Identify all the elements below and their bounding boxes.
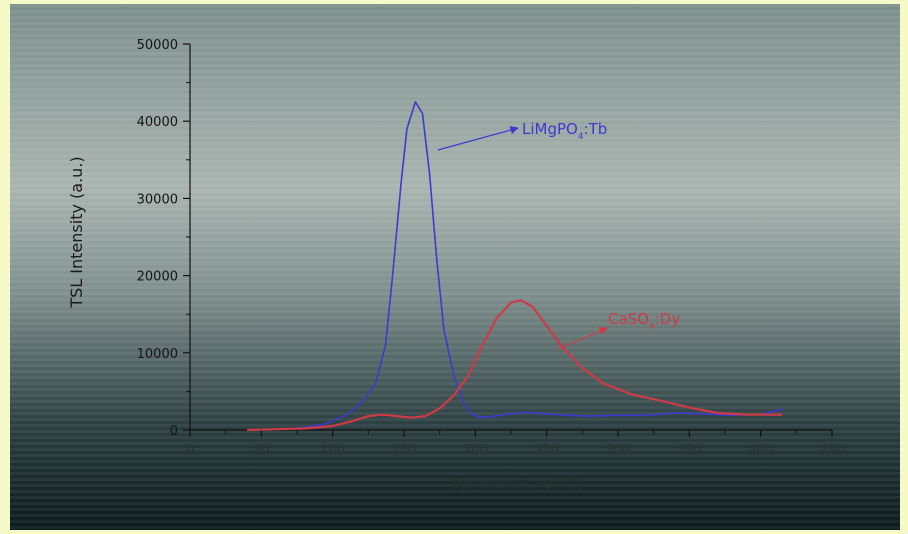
x-tick-label: 100 <box>320 443 345 458</box>
x-axis-label: Temperature(°C) <box>449 474 583 493</box>
y-tick-label: 20000 <box>137 270 178 285</box>
annotation-limgpo4-arrow <box>437 125 519 151</box>
series-line-limgpo4-tb <box>247 101 783 431</box>
y-tick-label: 10000 <box>137 347 178 362</box>
y-tick-label: 30000 <box>137 192 178 207</box>
chart-background-stripes <box>10 4 900 530</box>
x-tick-label: 150 <box>392 443 417 458</box>
series-line-caso4-dy <box>247 299 783 432</box>
x-tick-label: 200 <box>463 443 488 458</box>
annotation-limgpo4-label: LiMgPO4:Tb <box>522 120 607 142</box>
annotation-caso4-label: CaSO4:Dy <box>608 310 680 332</box>
y-tick-label: 50000 <box>137 38 178 53</box>
y-tick-label: 40000 <box>137 115 178 130</box>
x-tick-label: 250 <box>534 443 559 458</box>
x-tick-label: 300 <box>606 443 631 458</box>
chart-panel: 0 10000 20000 30000 40000 50000 0 50 100 150 200 25… <box>10 4 900 530</box>
x-tick-label: 350 <box>677 443 702 458</box>
x-tick-label: 450 <box>820 443 845 458</box>
chart-svg: 0 10000 20000 30000 40000 50000 0 50 100 150 200 25… <box>10 4 900 530</box>
x-tick-label: 0 <box>186 443 194 458</box>
annotation-caso4-arrow <box>557 327 608 350</box>
x-tick-label: 50 <box>253 443 270 458</box>
plot-area: 0 10000 20000 30000 40000 50000 0 50 100 150 200 25… <box>137 38 845 458</box>
y-axis-label: TSL Intensity (a.u.) <box>67 156 86 308</box>
y-tick-label: 0 <box>170 424 178 439</box>
x-tick-label: 400 <box>748 443 773 458</box>
